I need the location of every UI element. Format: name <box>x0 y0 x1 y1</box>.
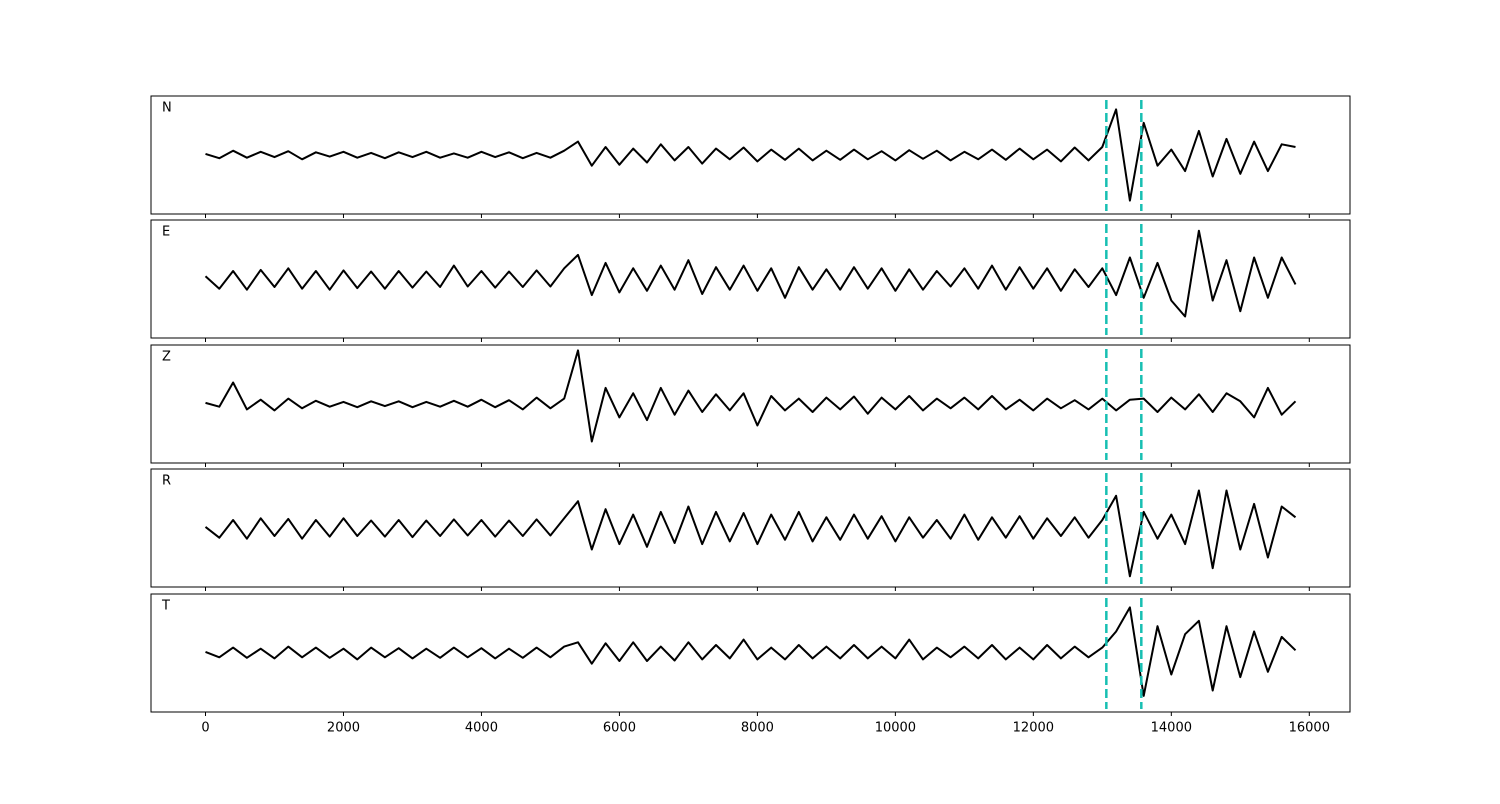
panel-label: N <box>162 101 172 116</box>
panel-label: Z <box>162 350 171 365</box>
panel-frame <box>150 468 1351 588</box>
x-tick-label: 6000 <box>603 721 636 736</box>
x-tick-label: 8000 <box>741 721 774 736</box>
panel-frame <box>150 219 1351 339</box>
x-tick-label: 12000 <box>1013 721 1054 736</box>
x-tick-label: 2000 <box>327 721 360 736</box>
trace <box>205 349 1297 443</box>
panel-label: E <box>162 225 170 240</box>
x-tick-label: 14000 <box>1151 721 1192 736</box>
panel-label: T <box>161 599 170 614</box>
panel-frame <box>150 95 1351 215</box>
x-tick-label: 4000 <box>465 721 498 736</box>
trace <box>205 606 1297 697</box>
trace <box>204 489 1297 578</box>
x-tick-label: 0 <box>201 721 209 736</box>
trace <box>205 108 1296 202</box>
x-tick-label: 10000 <box>875 721 916 736</box>
panel-frame <box>150 593 1351 713</box>
panel-frame <box>150 344 1351 464</box>
panel-label: R <box>162 474 171 489</box>
trace <box>204 229 1297 318</box>
x-tick-label: 16000 <box>1289 721 1330 736</box>
